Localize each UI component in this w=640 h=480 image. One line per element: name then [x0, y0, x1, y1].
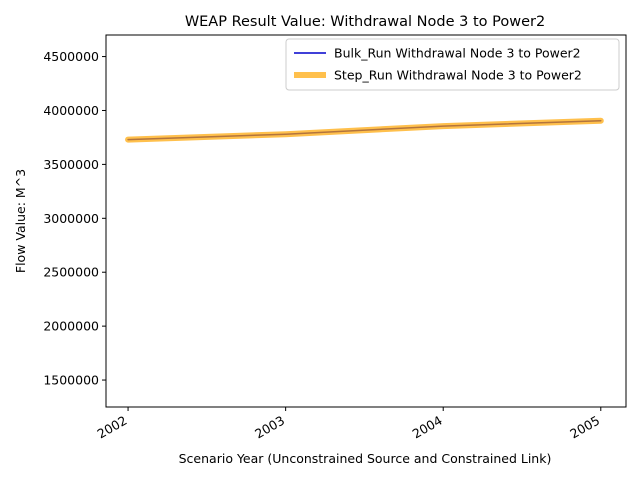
legend-box — [285, 38, 620, 91]
series-line-step-run — [125, 117, 604, 143]
x-tick-label: 2005 — [567, 413, 602, 442]
legend-label-bulk-run: Bulk_Run Withdrawal Node 3 to Power2 — [334, 46, 581, 61]
y-tick-label: 3000000 — [43, 211, 99, 226]
y-tick-label: 3500000 — [43, 157, 99, 172]
legend: Bulk_Run Withdrawal Node 3 to Power2 Ste… — [285, 38, 620, 91]
legend-label-step-run: Step_Run Withdrawal Node 3 to Power2 — [334, 68, 582, 83]
plot-area — [106, 35, 626, 407]
y-tick-label: 2500000 — [43, 265, 99, 280]
y-tick-label: 2000000 — [43, 319, 99, 334]
x-tick-label: 2004 — [410, 413, 445, 442]
y-tick-label: 4000000 — [43, 103, 99, 118]
y-tick-label: 4500000 — [43, 49, 99, 64]
x-axis-label: Scenario Year (Unconstrained Source and … — [179, 451, 552, 466]
x-tick-label: 2003 — [252, 413, 287, 442]
plot-frame — [105, 34, 627, 408]
x-axis-ticks: 2002 2003 2004 2005 — [95, 407, 602, 442]
y-axis-label: Flow Value: M^3 — [13, 169, 28, 273]
y-tick-label: 1500000 — [43, 373, 99, 388]
chart-title: WEAP Result Value: Withdrawal Node 3 to … — [185, 14, 545, 30]
series-layer — [125, 117, 604, 143]
x-tick-label: 2002 — [95, 413, 130, 442]
y-axis-ticks: 1500000 2000000 2500000 3000000 3500000 40000… — [43, 49, 106, 388]
